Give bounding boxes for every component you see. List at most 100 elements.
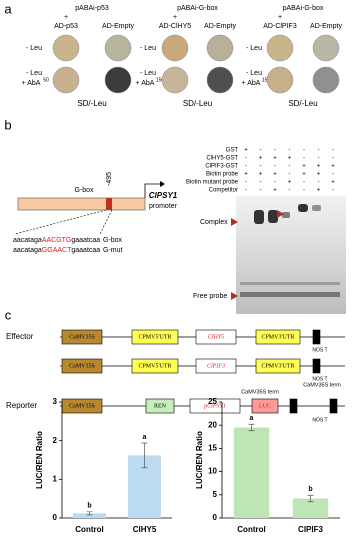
colony bbox=[266, 66, 294, 94]
sign: + bbox=[317, 172, 321, 178]
colony bbox=[104, 66, 132, 94]
sequence-label: G-box bbox=[103, 237, 123, 244]
sign: + bbox=[244, 148, 248, 154]
effector-label: Effector bbox=[6, 332, 34, 341]
construct-text: LUC bbox=[259, 403, 271, 409]
promoter-bar bbox=[17, 197, 146, 211]
sequence-part: gaaatcaa bbox=[71, 237, 100, 244]
sign: - bbox=[260, 180, 262, 186]
promoter: promoter bbox=[149, 203, 178, 210]
sign: - bbox=[332, 148, 334, 154]
sign: + bbox=[302, 172, 306, 178]
y-tick-label: 20 bbox=[208, 420, 217, 429]
plus: + bbox=[173, 14, 177, 21]
sign: - bbox=[260, 164, 262, 170]
sign: + bbox=[259, 156, 263, 162]
complex-label: Complex bbox=[200, 219, 228, 226]
construct-box bbox=[255, 358, 301, 374]
sign: - bbox=[274, 180, 276, 186]
sign: - bbox=[245, 164, 247, 170]
row-label: + AbA bbox=[242, 80, 261, 87]
y-axis-label: LUC/REN Ratio bbox=[35, 431, 44, 489]
row-label: - Leu bbox=[140, 70, 156, 77]
sign: - bbox=[303, 180, 305, 186]
sequence: aacatagaAACGTGgaaatcaa bbox=[13, 237, 100, 244]
x-tick-label: Control bbox=[75, 525, 103, 534]
sign: + bbox=[273, 156, 277, 162]
tss-arrow bbox=[144, 183, 160, 198]
row-name: ClPIF3-GST bbox=[205, 164, 238, 170]
y-tick-label: 2 bbox=[53, 436, 58, 445]
sign: - bbox=[245, 156, 247, 162]
gel-bands bbox=[240, 204, 340, 297]
ad-construct: AD-p53 bbox=[54, 23, 78, 30]
sequence: aacatagaGGAACTgaaatcaa bbox=[13, 247, 100, 254]
y-tick-label: 0 bbox=[53, 513, 58, 522]
group-title: pABAi-G-box bbox=[283, 5, 324, 12]
sign: - bbox=[289, 164, 291, 170]
significance-letter: b bbox=[308, 486, 312, 493]
sign: - bbox=[332, 172, 334, 178]
colony bbox=[52, 34, 80, 62]
sign: - bbox=[260, 148, 262, 154]
ad-construct: AD-ClHY5 bbox=[159, 23, 191, 30]
construct-text: pClPSY1 bbox=[203, 403, 226, 409]
sign: + bbox=[244, 172, 248, 178]
plus: + bbox=[64, 14, 68, 21]
position: -495 bbox=[106, 172, 113, 186]
bar bbox=[233, 427, 270, 518]
construct-box bbox=[61, 358, 103, 374]
gbox-label: G-box bbox=[74, 187, 94, 194]
construct-text: CaMV35S bbox=[69, 403, 95, 409]
sequence-part: AACGTG bbox=[42, 237, 72, 244]
row-name: ClHY5-GST bbox=[206, 156, 238, 162]
sequence-part: GGAACT bbox=[42, 247, 72, 254]
construct-text: CPMV5'UTR bbox=[138, 363, 171, 369]
row-name: Biotin probe bbox=[206, 172, 239, 178]
construct-box bbox=[312, 358, 321, 374]
colony bbox=[52, 66, 80, 94]
y-tick-label: 1 bbox=[53, 474, 58, 483]
group-title: pABAi-p53 bbox=[75, 5, 109, 12]
construct-box bbox=[255, 329, 301, 345]
y-tick-label: 25 bbox=[208, 397, 217, 406]
medium: SD/-Leu bbox=[183, 99, 212, 108]
y-tick-label: 3 bbox=[53, 397, 58, 406]
row-label: - Leu bbox=[246, 45, 262, 52]
construct-box bbox=[329, 398, 338, 414]
zoom-lines bbox=[14, 209, 113, 235]
sign: - bbox=[274, 164, 276, 170]
y-tick-label: 5 bbox=[213, 490, 218, 499]
construct-box bbox=[312, 329, 321, 345]
medium: SD/-Leu bbox=[288, 99, 317, 108]
bar bbox=[73, 513, 106, 518]
construct-text: CPMV3'UTR bbox=[261, 363, 294, 369]
row-name: GST bbox=[226, 148, 239, 154]
sign: - bbox=[245, 180, 247, 186]
x-tick-label: Control bbox=[237, 525, 265, 534]
construct-box bbox=[195, 358, 237, 374]
sign: - bbox=[245, 188, 247, 194]
panel-label: c bbox=[5, 307, 12, 322]
x-tick-label: ClHY5 bbox=[133, 525, 157, 534]
sign: - bbox=[289, 188, 291, 194]
sign: - bbox=[332, 156, 334, 162]
significance-letter: a bbox=[143, 434, 147, 441]
colony bbox=[206, 66, 234, 94]
superscript: 150 bbox=[156, 77, 165, 83]
free-probe-label: Free probe bbox=[193, 293, 227, 300]
row-label: + AbA bbox=[22, 80, 41, 87]
y-tick-label: 15 bbox=[208, 444, 217, 453]
construct-box bbox=[251, 398, 279, 414]
colony bbox=[206, 34, 234, 62]
tss-arrowhead bbox=[160, 181, 165, 187]
bar bbox=[292, 498, 329, 518]
sign: + bbox=[317, 188, 321, 194]
sign: + bbox=[302, 164, 306, 170]
sign: - bbox=[289, 148, 291, 154]
construct-box bbox=[131, 329, 179, 345]
row-label: - Leu bbox=[26, 45, 42, 52]
ad-empty: AD-Empty bbox=[310, 23, 342, 30]
error-bar bbox=[141, 442, 148, 469]
